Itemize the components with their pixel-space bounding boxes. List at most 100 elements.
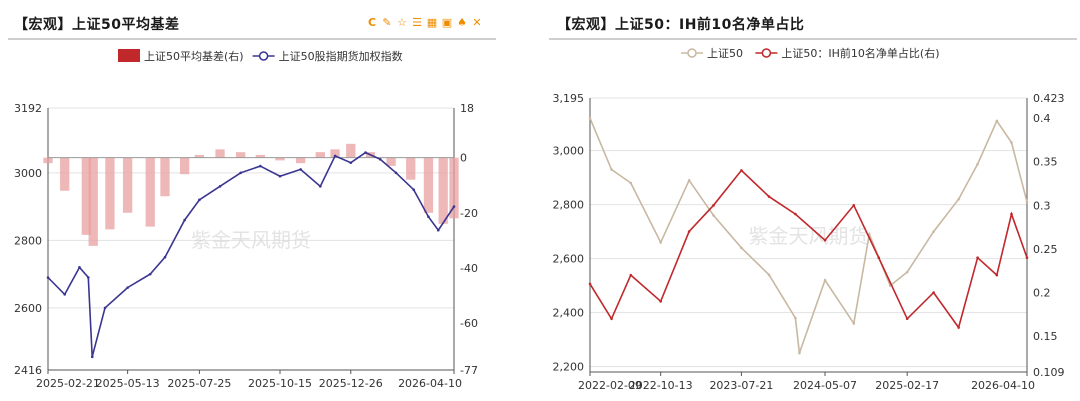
- data-point: [610, 168, 613, 171]
- bar: [215, 149, 225, 158]
- left-title-divider: [8, 38, 496, 40]
- table-icon[interactable]: ▦: [426, 16, 438, 29]
- bar: [330, 149, 340, 158]
- x-axis-tick-label: 2022-10-13: [629, 379, 693, 392]
- chart-toolbar: C ✎ ☆ ☰ ▦ ▣ ♠ ✕: [366, 16, 483, 29]
- bar: [81, 157, 91, 235]
- data-point: [333, 154, 337, 158]
- right-axis-tick-label: 0.109: [1033, 366, 1065, 379]
- data-point: [126, 286, 129, 289]
- data-point: [659, 300, 662, 303]
- left-chart: 3192 3000 2800 2600 2416 18 0 -20 -40 -60 -77 2025-…: [14, 49, 478, 390]
- bar: [145, 157, 155, 227]
- data-point: [932, 230, 935, 233]
- data-point: [148, 272, 152, 276]
- data-point: [976, 256, 979, 259]
- left-axis-tick-label: 2416: [14, 364, 42, 377]
- left-axis-tick-label: 3192: [14, 102, 42, 115]
- data-point: [90, 355, 94, 359]
- bar: [423, 157, 434, 213]
- data-point: [378, 158, 382, 161]
- data-point: [46, 276, 50, 279]
- bar: [255, 154, 265, 158]
- data-point: [976, 162, 979, 166]
- bar: [295, 157, 306, 164]
- plot-area: 3,195 3,000 2,800 2,600 2,400 2,200 0.423 0.4 0.…: [553, 92, 1065, 392]
- bar: [60, 157, 70, 191]
- legend-label: 上证50股指期货加权指数: [279, 49, 403, 63]
- expand-icon[interactable]: ✕: [472, 16, 482, 29]
- data-point: [163, 255, 167, 259]
- right-chart-title: 【宏观】上证50：IH前10名净单占比: [557, 17, 805, 33]
- legend: 上证50平均基差(右) 上证50股指期货加权指数: [118, 49, 403, 63]
- bar: [43, 157, 53, 164]
- data-point: [794, 316, 797, 320]
- left-axis-tick-label: 2,400: [553, 307, 585, 320]
- data-point: [278, 174, 282, 178]
- data-point: [319, 185, 322, 188]
- left-chart-panel: 【宏观】上证50平均基差 C ✎ ☆ ☰ ▦ ▣ ♠ ✕ 3192 3000 2800 2600 24…: [0, 0, 500, 401]
- data-point: [629, 181, 633, 185]
- bar: [88, 157, 98, 246]
- right-axis-tick-label: 0.4: [1033, 112, 1051, 125]
- x-axis-tick-label: 2025-02-21: [36, 377, 100, 390]
- image-download-icon[interactable]: ▣: [441, 16, 453, 29]
- data-point: [905, 270, 909, 274]
- right-chart: 3,195 3,000 2,800 2,600 2,400 2,200 0.423 0.4 0.…: [553, 46, 1065, 392]
- data-point: [1010, 141, 1013, 144]
- data-point: [198, 198, 201, 202]
- bar: [122, 157, 133, 213]
- bell-icon[interactable]: ♠: [457, 16, 467, 29]
- bar: [438, 157, 448, 224]
- left-axis-tick-label: 2800: [14, 234, 42, 247]
- bar: [449, 157, 459, 219]
- right-axis-tick-label: -60: [460, 317, 478, 330]
- right-chart-panel: 【宏观】上证50：IH前10名净单占比 3,195 3,000 2,800 2,600…: [545, 0, 1080, 401]
- legend: 上证50 上证50：IH前10名净单占比(右): [681, 46, 939, 60]
- x-axis-tick-label: 2025-12-26: [319, 377, 383, 390]
- left-axis-tick-label: 2,800: [553, 199, 585, 212]
- data-point: [259, 164, 262, 168]
- data-point: [687, 230, 691, 233]
- data-point: [452, 205, 456, 208]
- x-axis-tick-label: 2025-07-25: [167, 377, 231, 390]
- legend-swatch-bar: [118, 49, 140, 62]
- bar: [315, 152, 325, 158]
- x-axis-tick-label: 2026-04-10: [971, 379, 1035, 392]
- data-point: [629, 273, 633, 277]
- x-axis-tick-label: 2025-10-15: [248, 377, 312, 390]
- legend-label: 上证50: [707, 47, 743, 60]
- data-point: [1025, 256, 1029, 259]
- right-axis-tick-label: 0: [460, 152, 467, 165]
- right-axis-tick-label: 18: [460, 102, 474, 115]
- data-point: [78, 266, 81, 269]
- legend-swatch-marker: [687, 48, 697, 58]
- data-point: [349, 161, 353, 164]
- legend-label: 上证50平均基差(右): [144, 49, 244, 63]
- x-axis-tick-label: 2025-02-17: [875, 379, 939, 392]
- data-point: [103, 306, 107, 310]
- data-point: [610, 317, 613, 321]
- right-title-divider: [549, 38, 1077, 40]
- data-point: [183, 218, 186, 222]
- data-point: [436, 228, 440, 232]
- star-icon[interactable]: ☆: [397, 16, 407, 29]
- bar: [236, 152, 246, 158]
- data-point: [427, 215, 430, 219]
- data-point: [995, 119, 999, 123]
- right-axis-tick-label: 0.35: [1033, 156, 1058, 169]
- right-axis-tick-label: 0.2: [1033, 287, 1051, 300]
- refresh-icon[interactable]: C: [367, 16, 377, 29]
- legend-swatch-marker: [258, 51, 269, 61]
- right-axis-tick-label: -77: [460, 364, 478, 377]
- data-point: [932, 291, 935, 294]
- legend-label: 上证50：IH前10名净单占比(右): [781, 46, 939, 60]
- data-point: [823, 238, 827, 242]
- data-point: [394, 171, 398, 175]
- x-axis-tick-label: 2026-04-10: [398, 377, 462, 390]
- left-axis-tick-label: 2,200: [553, 361, 585, 374]
- edit-icon[interactable]: ✎: [382, 16, 392, 29]
- right-axis-tick-label: 0.15: [1033, 330, 1058, 343]
- list-icon[interactable]: ☰: [412, 16, 422, 29]
- data-point: [364, 151, 367, 154]
